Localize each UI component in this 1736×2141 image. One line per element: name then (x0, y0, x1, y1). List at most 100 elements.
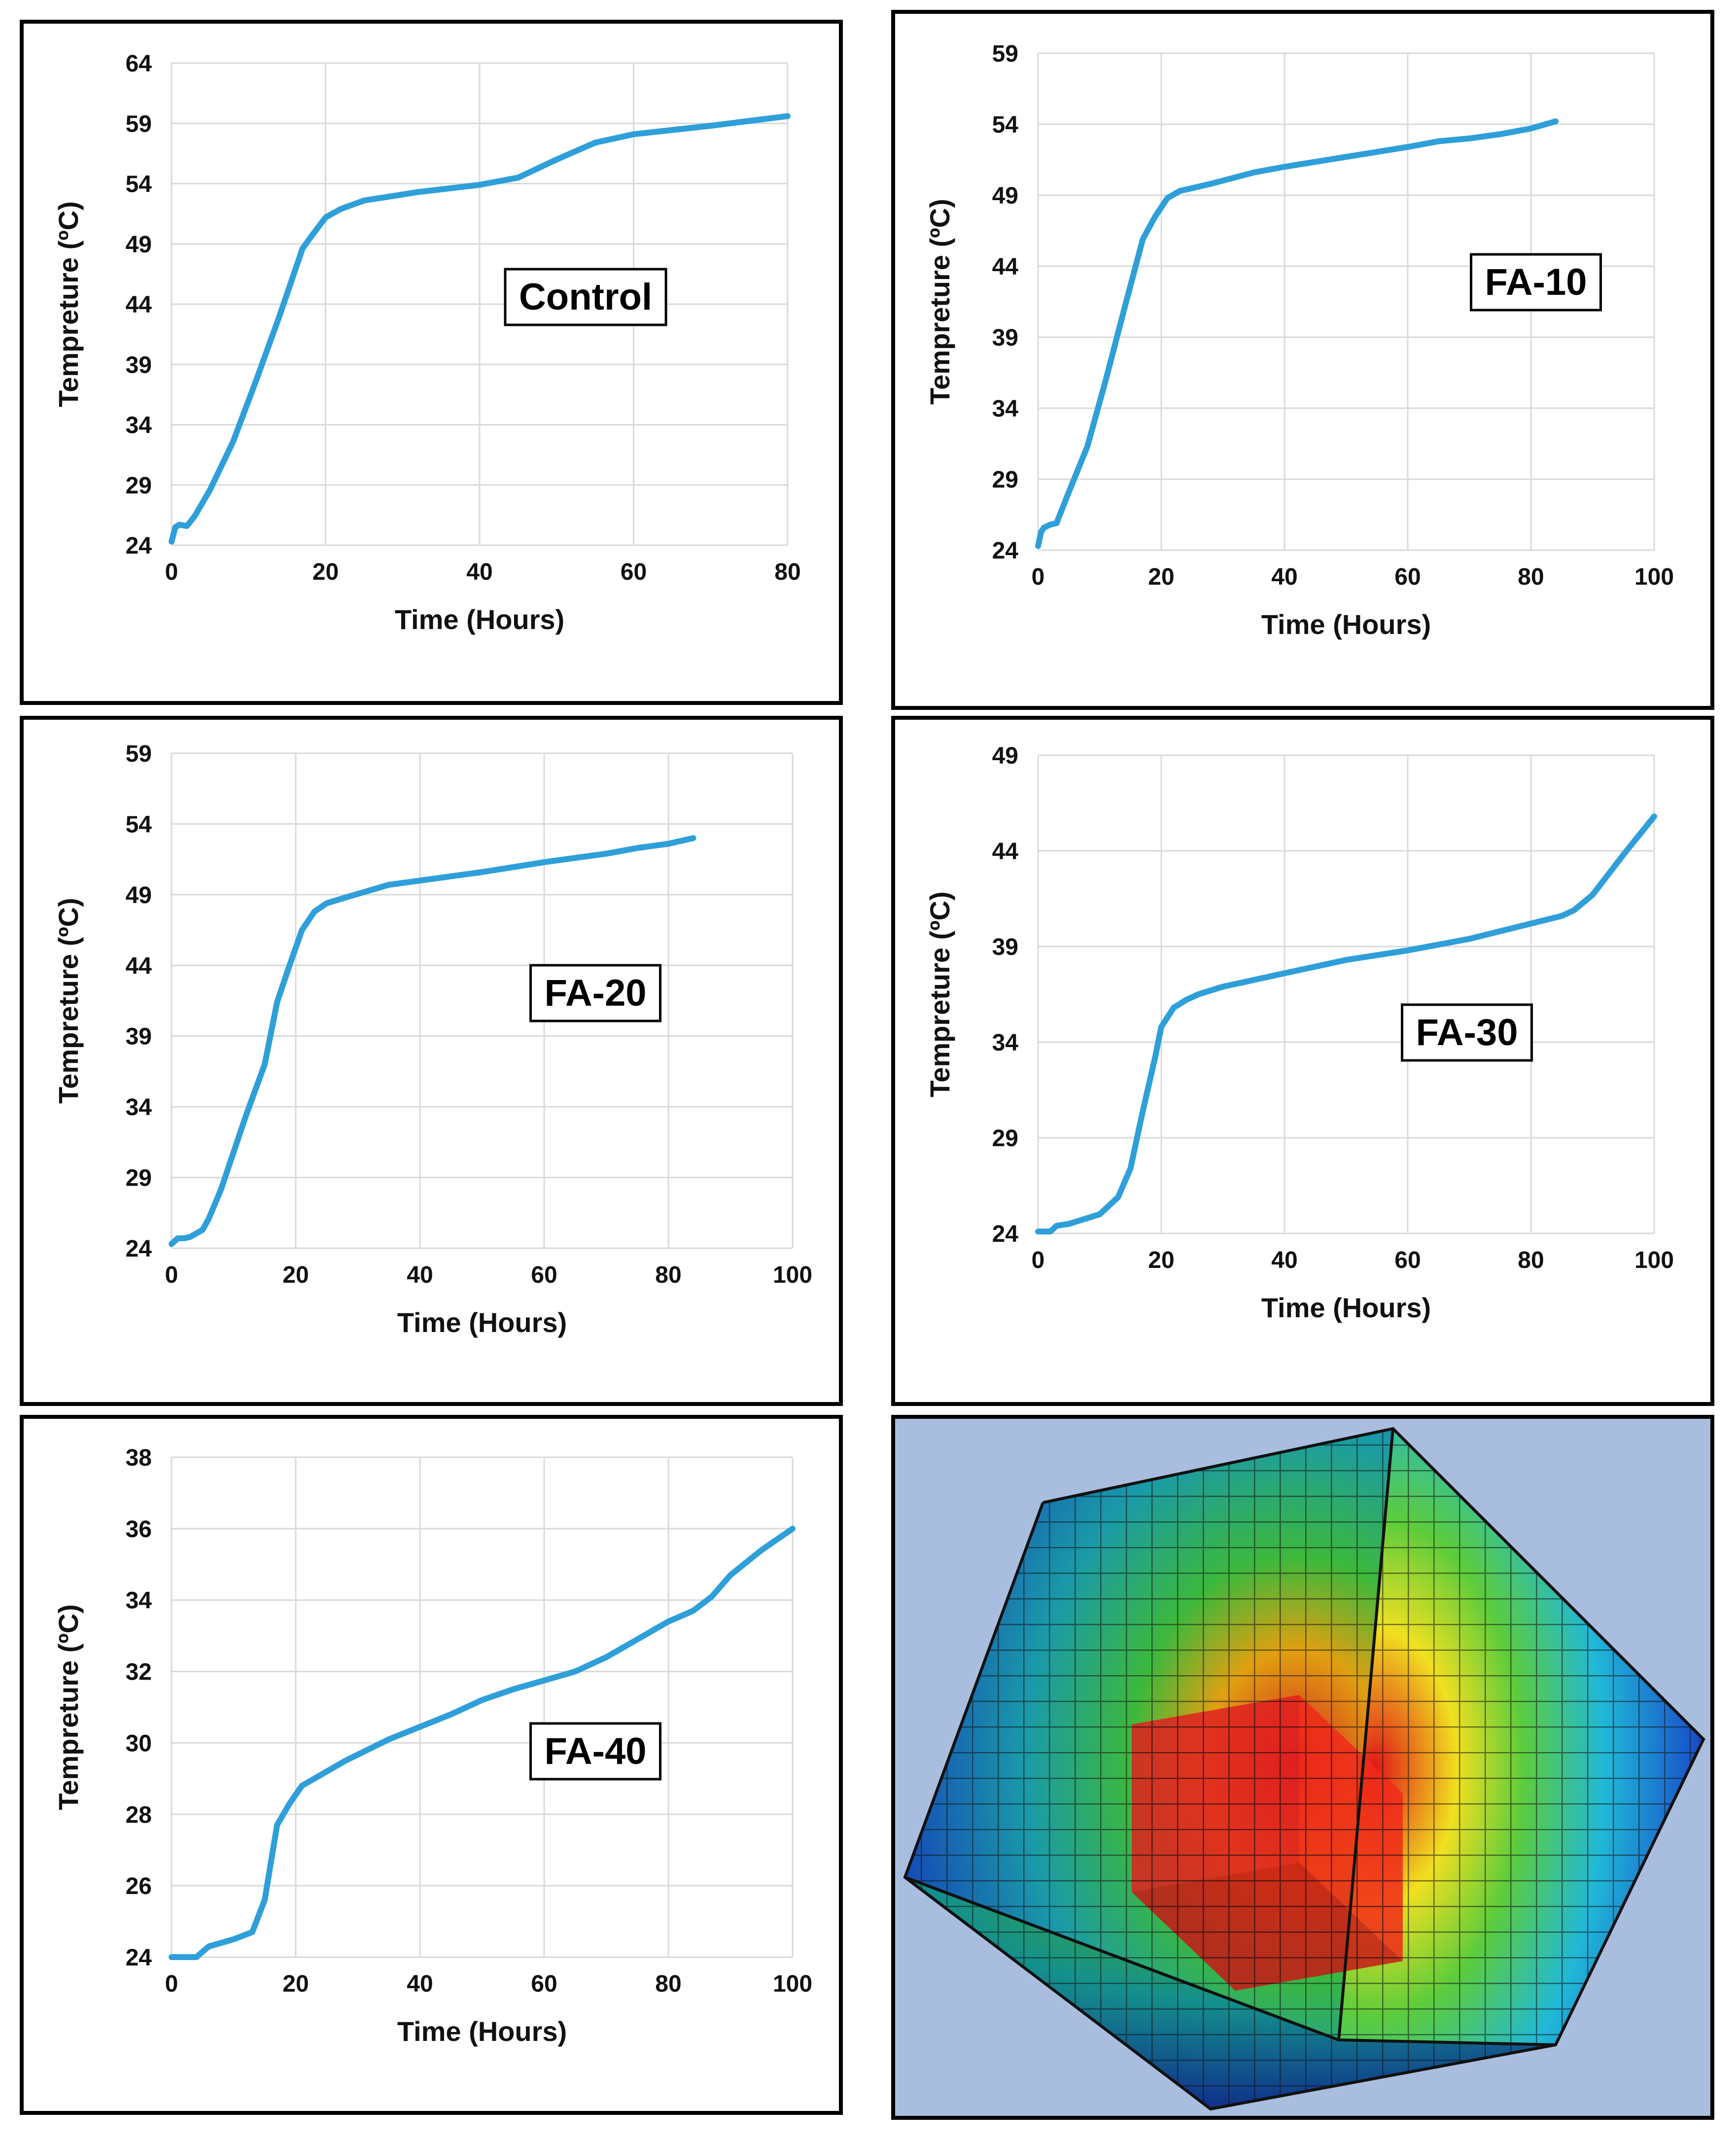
fa30-x-axis-title: Time (Hours) (1261, 1292, 1431, 1323)
fa30-series-line-0 (1035, 813, 1657, 1235)
fa40-ytick-label-1: 26 (126, 1873, 152, 1899)
fa30-ytick-label-0: 24 (992, 1221, 1019, 1247)
fa10-xtick-label-1: 20 (1148, 564, 1174, 590)
fa40-xtick-label-5: 100 (773, 1971, 812, 1997)
fa20-panel-label-box (529, 964, 661, 1022)
control-xtick-label-3: 60 (621, 559, 647, 585)
control-xtick-label-4: 80 (774, 559, 800, 585)
fa10-xtick-label-2: 40 (1271, 564, 1297, 590)
fa20-xtick-label-4: 80 (655, 1262, 681, 1288)
fem-temperature-mesh-cube-icon (895, 1419, 1710, 2116)
fa40-series-line-0 (169, 1525, 796, 1960)
fa40-ytick-label-7: 38 (126, 1445, 152, 1471)
chart-panel-fa20: 0 20 40 60 80 100 24 29 34 39 44 49 54 59 Time (Hours)… (20, 716, 843, 1406)
fa20-xtick-label-2: 40 (407, 1262, 433, 1288)
chart-fa20: 0 20 40 60 80 100 24 29 34 39 44 49 54 59 Time (Hours)… (53, 741, 812, 1338)
fa10-x-axis-title: Time (Hours) (1261, 609, 1431, 640)
chart-fa10: 0 20 40 60 80 100 24 29 34 39 44 49 54 59 Time (Hours)… (924, 41, 1674, 640)
control-ytick-label-7: 59 (126, 111, 152, 137)
fa40-ytick-label-4: 32 (126, 1659, 152, 1685)
fa10-ytick-label-1: 29 (992, 467, 1018, 493)
fa40-panel-label-box (529, 1722, 661, 1781)
fa20-ytick-label-5: 49 (126, 882, 152, 909)
fa10-xtick-label-4: 80 (1518, 564, 1544, 590)
fa10-ytick-label-6: 54 (992, 112, 1019, 138)
fa10-ytick-label-2: 34 (992, 396, 1019, 422)
fa10-ytick-label-4: 44 (992, 254, 1019, 280)
fa30-xtick-label-5: 100 (1634, 1247, 1674, 1273)
fa20-xtick-label-3: 60 (531, 1262, 557, 1288)
control-ytick-label-1: 29 (126, 473, 152, 499)
fa30-ytick-label-4: 44 (992, 839, 1019, 865)
fa20-xtick-label-5: 100 (773, 1262, 812, 1288)
fa20-panel-label: FA-20 (545, 972, 647, 1014)
fa10-panel-label-box (1470, 253, 1602, 312)
fa30-xtick-label-1: 20 (1148, 1247, 1174, 1273)
fa30-ytick-label-3: 39 (992, 934, 1018, 960)
fa20-ytick-label-2: 34 (126, 1094, 152, 1121)
chart-panel-control: 0 20 40 60 80 24 29 34 39 44 49 54 59 64 Time (Hours) T… (20, 20, 843, 705)
mesh-image-panel (891, 1415, 1714, 2120)
fa40-panel-label: FA-40 (545, 1730, 647, 1772)
fa20-y-axis-title: Tempreture (ºC) (53, 898, 84, 1104)
control-y-axis-title: Tempreture (ºC) (53, 201, 84, 407)
control-ytick-label-5: 49 (126, 232, 152, 258)
fa10-y-axis-title: Tempreture (ºC) (924, 199, 955, 405)
fa10-ytick-label-7: 59 (992, 41, 1018, 67)
chart-control: 0 20 40 60 80 24 29 34 39 44 49 54 59 64 Time (Hours) T… (53, 51, 801, 635)
chart-panel-fa40: 0 20 40 60 80 100 24 26 28 30 32 34 36 38 Time (Hours)… (20, 1415, 843, 2115)
control-series-line-0 (169, 113, 791, 545)
fa30-xtick-label-4: 80 (1518, 1247, 1544, 1273)
fa30-y-axis-title: Tempreture (ºC) (924, 891, 955, 1097)
control-ytick-label-0: 24 (126, 533, 152, 559)
fa20-ytick-label-4: 44 (126, 953, 152, 979)
fa10-xtick-label-5: 100 (1634, 564, 1674, 590)
control-xtick-label-2: 40 (466, 559, 492, 585)
fa10-series-line-0 (1035, 118, 1559, 549)
fa20-ytick-label-1: 29 (126, 1165, 152, 1192)
control-x-axis-title: Time (Hours) (395, 604, 564, 635)
fa20-xtick-label-1: 20 (282, 1262, 309, 1288)
fa40-ytick-label-5: 34 (126, 1588, 152, 1614)
fa30-xtick-label-0: 0 (1032, 1247, 1045, 1273)
control-panel-label-box (504, 268, 667, 326)
fa40-xtick-label-0: 0 (165, 1971, 178, 1997)
fa40-xtick-label-3: 60 (531, 1971, 557, 1997)
fa30-panel-label-box (1401, 1003, 1533, 1062)
chart-fa40: 0 20 40 60 80 100 24 26 28 30 32 34 36 38 Time (Hours)… (53, 1445, 812, 2047)
fa40-xtick-label-4: 80 (655, 1971, 681, 1997)
fa20-ytick-label-7: 59 (126, 741, 152, 767)
fa20-ytick-label-6: 54 (126, 811, 152, 838)
fa10-xtick-label-0: 0 (1032, 564, 1045, 590)
fa20-ytick-label-0: 24 (126, 1236, 152, 1262)
fa40-y-axis-title: Tempreture (ºC) (53, 1604, 84, 1810)
fa30-ytick-label-1: 29 (992, 1125, 1018, 1152)
fa10-ytick-label-3: 39 (992, 325, 1018, 351)
control-ytick-label-2: 34 (126, 413, 152, 439)
fa20-ytick-label-3: 39 (126, 1024, 152, 1050)
fa40-xtick-label-2: 40 (407, 1971, 433, 1997)
control-ytick-label-8: 64 (126, 51, 152, 77)
fa40-x-axis-title: Time (Hours) (397, 2016, 567, 2047)
chart-panel-fa30: 0 20 40 60 80 100 24 29 34 39 44 49 Time (Hours) Temp… (891, 716, 1714, 1406)
fa30-panel-label: FA-30 (1416, 1012, 1518, 1053)
control-panel-label: Control (519, 276, 652, 318)
fa10-panel-label: FA-10 (1485, 261, 1587, 303)
control-xtick-label-0: 0 (165, 559, 178, 585)
fa40-ytick-label-2: 28 (126, 1802, 152, 1828)
fa30-ytick-label-5: 49 (992, 743, 1018, 769)
fa20-x-axis-title: Time (Hours) (397, 1307, 567, 1338)
fa40-ytick-label-6: 36 (126, 1516, 152, 1543)
fa30-xtick-label-2: 40 (1271, 1247, 1297, 1273)
fa40-xtick-label-1: 20 (282, 1971, 309, 1997)
fa10-ytick-label-5: 49 (992, 183, 1018, 209)
fa40-ytick-label-0: 24 (126, 1945, 152, 1971)
control-ytick-label-3: 39 (126, 352, 152, 378)
fa10-ytick-label-0: 24 (992, 538, 1019, 564)
control-ytick-label-4: 44 (126, 292, 152, 318)
chart-panel-fa10: 0 20 40 60 80 100 24 29 34 39 44 49 54 59 Time (Hours)… (891, 10, 1714, 710)
fa20-series-line-0 (169, 835, 696, 1247)
fa20-xtick-label-0: 0 (165, 1262, 178, 1288)
chart-fa30: 0 20 40 60 80 100 24 29 34 39 44 49 Time (Hours) Temp… (924, 743, 1674, 1323)
control-xtick-label-1: 20 (312, 559, 339, 585)
